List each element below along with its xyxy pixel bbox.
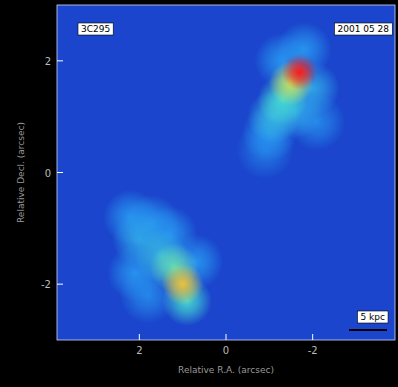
title-box: 3C295: [78, 23, 113, 35]
x-tick-label: -2: [308, 345, 318, 356]
x-tick-label: 0: [223, 345, 229, 356]
chart: 2 0 -2 -2 0 2 Relative R.A. (arcsec) Relative D…: [0, 0, 398, 387]
y-tick: [57, 60, 63, 61]
scale-label: 5 kpc: [361, 312, 386, 322]
subtitle-background: [334, 23, 392, 35]
y-tick-label: -2: [41, 279, 51, 290]
y-tick-label: 0: [45, 168, 51, 179]
scale-bar: [349, 329, 387, 331]
x-tick: [139, 334, 140, 340]
title-background: [78, 23, 113, 35]
title: 3C295: [81, 24, 110, 34]
y-tick-label: 2: [45, 56, 51, 67]
x-tick-label: 2: [136, 345, 142, 356]
y-tick: [57, 284, 63, 285]
x-tick: [312, 334, 313, 340]
subtitle-box: 2001 05 28: [334, 23, 392, 35]
emission: [103, 22, 346, 326]
scale-label-background: [358, 311, 389, 323]
y-tick: [57, 172, 63, 173]
plot-frame: [57, 5, 395, 340]
y-axis-label: Relative Decl. (arcsec): [16, 122, 26, 223]
subtitle: 2001 05 28: [337, 24, 389, 34]
image-background: [57, 5, 395, 340]
emission-blob: [282, 54, 318, 90]
emission-blob: [162, 263, 204, 305]
scale-label-box: 5 kpc: [358, 311, 389, 323]
x-tick: [226, 334, 227, 340]
x-axis-label: Relative R.A. (arcsec): [178, 365, 274, 375]
